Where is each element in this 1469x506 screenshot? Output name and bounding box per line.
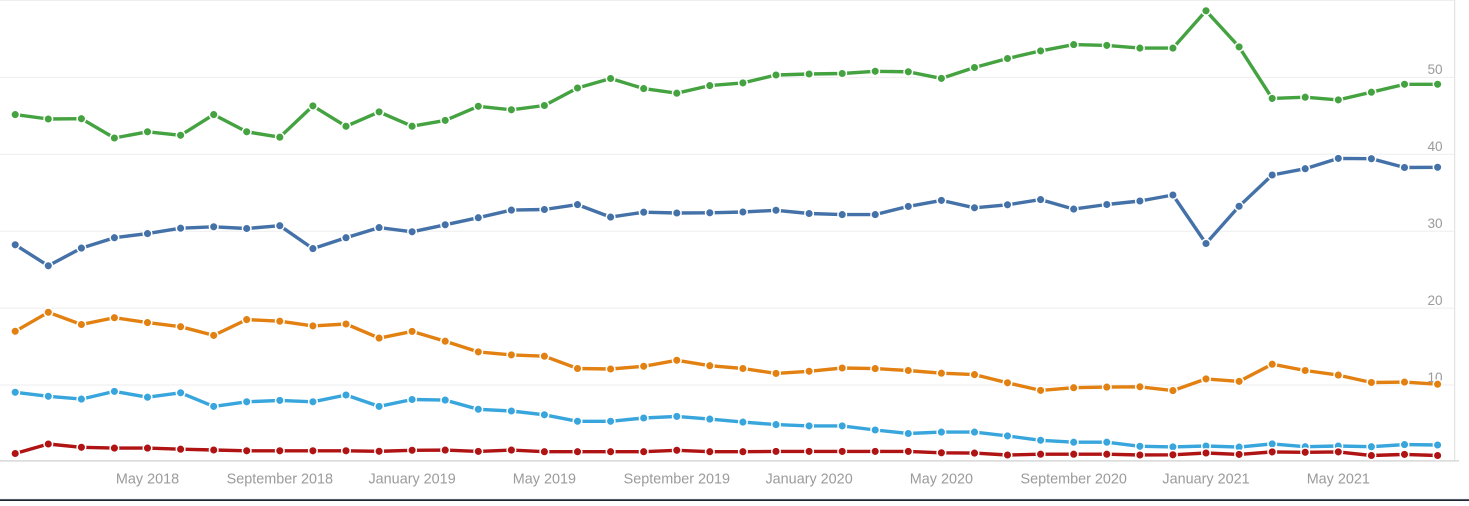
svg-text:January 2021: January 2021 — [1162, 472, 1249, 488]
svg-text:January 2019: January 2019 — [368, 472, 455, 488]
svg-text:September 2019: September 2019 — [624, 472, 730, 488]
svg-text:September 2020: September 2020 — [1020, 472, 1126, 488]
svg-text:May 2019: May 2019 — [513, 472, 576, 488]
svg-text:May 2020: May 2020 — [910, 472, 973, 488]
svg-text:30: 30 — [1427, 216, 1443, 231]
svg-text:September 2018: September 2018 — [227, 472, 333, 488]
svg-text:May 2021: May 2021 — [1307, 472, 1370, 488]
svg-text:40: 40 — [1427, 139, 1443, 154]
svg-text:50: 50 — [1427, 62, 1443, 77]
svg-text:May 2018: May 2018 — [116, 472, 179, 488]
svg-text:January 2020: January 2020 — [765, 472, 852, 488]
svg-text:20: 20 — [1427, 293, 1443, 308]
